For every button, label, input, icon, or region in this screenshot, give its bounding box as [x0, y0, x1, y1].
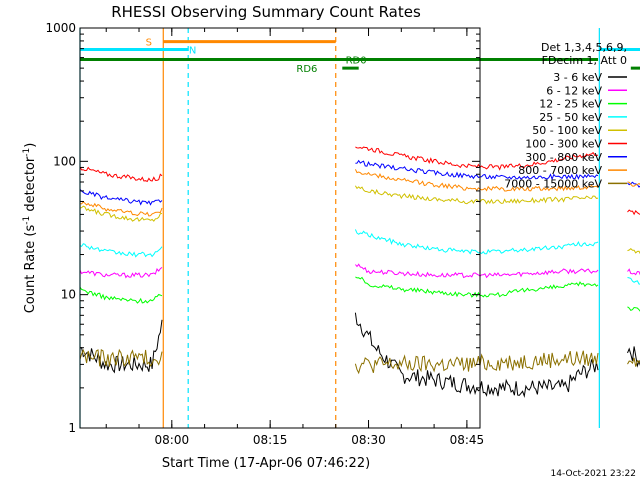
legend-label-7: 800 - 7000 keV — [518, 164, 602, 177]
x-axis: 08:00 08:15 08:30 08:45 — [105, 28, 485, 447]
series-line-7 — [79, 169, 640, 217]
series-line-4 — [79, 185, 640, 255]
legend-label-6: 300 - 800 keV — [525, 151, 602, 164]
legend-header-0: Det 1,3,4,5,6,9, — [541, 41, 627, 54]
y-tick-label-2: 100 — [53, 154, 76, 168]
legend-label-0: 3 - 6 keV — [553, 71, 602, 84]
y-label-sup-2: -1 — [22, 148, 32, 157]
y-tick-label-1: 10 — [61, 288, 76, 302]
x-tick-label-3: 08:45 — [450, 433, 485, 447]
x-tick-label-1: 08:15 — [253, 433, 288, 447]
chart-title: RHESSI Observing Summary Count Rates — [111, 3, 421, 21]
series-line-3 — [79, 229, 640, 285]
x-tick-label-2: 08:30 — [351, 433, 386, 447]
flag-bar-label-2: S — [146, 38, 152, 49]
legend-label-8: 7000 - 15000 keV — [504, 177, 602, 190]
timestamp: 14-Oct-2021 23:22 — [551, 469, 636, 479]
series-line-2 — [79, 276, 640, 312]
y-tick-label-3: 1000 — [45, 21, 76, 35]
flag-bar-label-0: N — [189, 45, 196, 56]
legend: Det 1,3,4,5,6,9,FDecim 1, Att 0 3 - 6 keV… — [504, 41, 627, 190]
series-line-6 — [79, 159, 640, 206]
y-axis-label: Count Rate (s-1 detector-1) — [22, 143, 38, 314]
y-label-part-3: ) — [23, 143, 38, 148]
legend-label-3: 25 - 50 keV — [539, 111, 602, 124]
series-line-8 — [79, 348, 640, 375]
legend-label-5: 100 - 300 keV — [525, 138, 602, 151]
series-line-1 — [79, 263, 640, 279]
flag-bar-label-4: RD6 — [296, 64, 317, 75]
y-tick-label-0: 1 — [68, 421, 76, 435]
flag-bars-group: N S RD0 RD6 — [80, 38, 640, 75]
series-line-0 — [79, 312, 640, 398]
y-label-part-2: detector — [23, 156, 38, 216]
y-label-sup-1: -1 — [22, 216, 32, 225]
legend-header-1: FDecim 1, Att 0 — [542, 54, 627, 67]
plot-frame — [79, 27, 481, 429]
x-tick-label-0: 08:00 — [155, 433, 190, 447]
y-label-part-1: Count Rate (s — [23, 225, 38, 314]
series-group — [79, 146, 640, 398]
flag-bar-label-3: RD0 — [346, 56, 367, 67]
legend-label-1: 6 - 12 keV — [546, 84, 602, 97]
x-axis-label: Start Time (17-Apr-06 07:46:22) — [162, 456, 370, 471]
y-axis: 1 10 100 1000 — [45, 21, 480, 435]
legend-label-4: 50 - 100 keV — [532, 124, 602, 137]
legend-label-2: 12 - 25 keV — [539, 98, 602, 111]
